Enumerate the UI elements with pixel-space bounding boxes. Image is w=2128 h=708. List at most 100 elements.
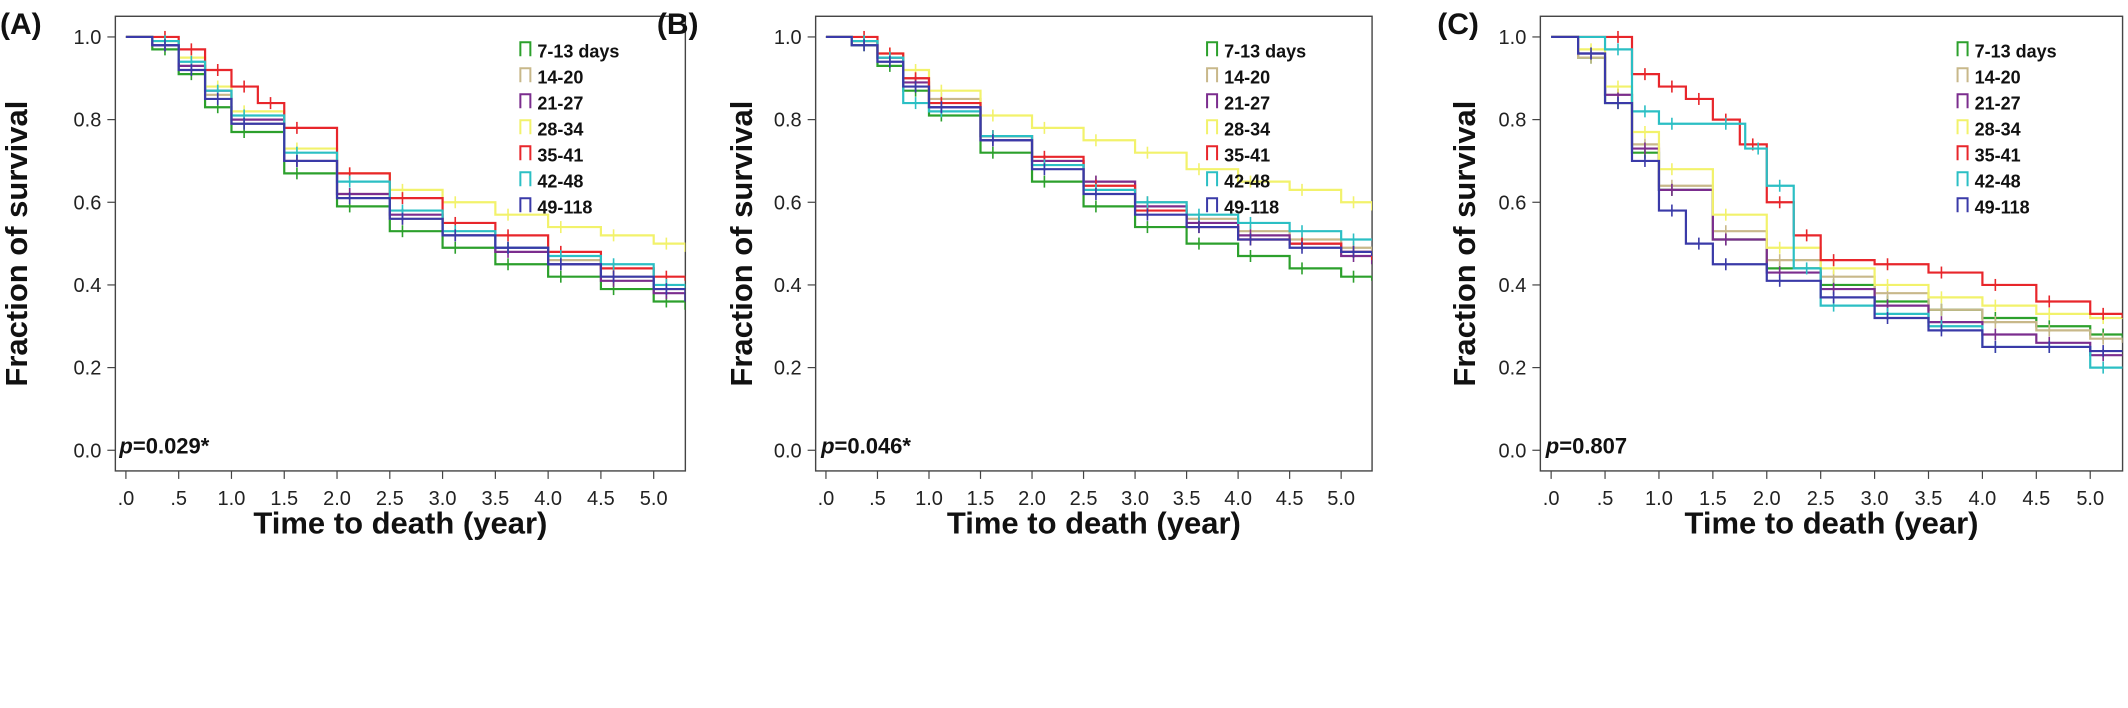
series-line-49-118 [825,35,1373,257]
legend-label: 28-34 [537,119,583,139]
panel-2: (B) 0.0 0.2 0.4 0.6 0.8 1.0 .0 .5 1.0 1.5 2.0 2.5 3.0… [657,8,1373,540]
y-tick-label: 0.8 [774,110,802,132]
legend-swatch [1956,67,1969,83]
legend-label: 49-118 [1224,197,1279,217]
x-tick-label: 4.0 [1969,488,1997,510]
y-tick-label: 0.6 [1499,192,1527,214]
x-tick-label: 4.5 [1276,488,1304,510]
p-value-annotation: p=0.807 [1545,433,1627,458]
y-tick-label: 0.8 [1499,110,1527,132]
series-line-49-118 [1551,35,2123,353]
y-axis-title: Fraction of survival [0,101,34,387]
x-axis-title: Time to death (year) [947,505,1241,540]
panel-3: (C) 0.0 0.2 0.4 0.6 0.8 1.0 .0 .5 1.0 1.5 2.0 2.5 3.0… [1437,8,2124,540]
x-tick-label: 1.0 [915,488,943,510]
legend-swatch [1206,145,1219,161]
legend-label: 28-34 [1224,119,1270,139]
panel-label: (A) [0,8,42,41]
p-value-symbol: p [118,433,132,458]
legend-swatch [1956,197,1969,213]
x-tick-label: .5 [1597,488,1614,510]
legend-label: 49-118 [537,197,592,217]
y-tick-label: 0.8 [74,110,102,132]
legend-label: 35-41 [1975,145,2021,165]
plot-frame [114,15,687,472]
legend-label: 28-34 [1975,119,2021,139]
legend-swatch [519,67,532,83]
legend-label: 42-48 [1224,171,1270,191]
legend-label: 7-13 days [1975,41,2057,61]
legend-label: 14-20 [537,67,583,87]
x-tick-label: 2.5 [1807,488,1835,510]
legend-swatch [519,197,532,213]
x-tick-label: .0 [818,488,835,510]
x-tick-label: .0 [1543,488,1560,510]
x-tick-label: 2.5 [1070,488,1098,510]
y-tick-label: 0.6 [74,192,102,214]
y-tick-label: 0.2 [1499,358,1527,380]
legend-label: 35-41 [1224,145,1270,165]
x-tick-label: 2.5 [376,488,404,510]
panel-label: (C) [1437,8,1479,41]
p-value-symbol: p [820,433,834,458]
plot-frame [814,15,1373,472]
legend-swatch [1956,41,1969,57]
x-tick-label: 3.0 [1861,488,1889,510]
y-tick-label: 0.0 [774,440,802,462]
x-tick-label: .0 [118,488,135,510]
x-tick-label: 1.5 [1699,488,1727,510]
legend-swatch [1206,119,1219,135]
p-value-text: =0.046* [835,433,912,458]
legend-label: 14-20 [1975,67,2021,87]
series-line-42-48 [125,35,686,290]
p-value-text: =0.807 [1559,433,1627,458]
y-tick-label: 0.6 [774,192,802,214]
legend-label: 21-27 [537,93,583,113]
x-tick-label: 5.0 [640,488,668,510]
legend-label: 35-41 [537,145,583,165]
y-tick-label: 1.0 [774,27,802,49]
legend-label: 14-20 [1224,67,1270,87]
legend-label: 42-48 [1975,171,2021,191]
y-tick-label: 0.2 [74,358,102,380]
x-tick-label: 1.5 [270,488,298,510]
legend-swatch [519,119,532,135]
p-value-annotation: p=0.029* [118,433,209,458]
x-tick-label: 3.5 [481,488,509,510]
x-tick-label: 4.5 [587,488,615,510]
x-tick-label: 2.0 [1018,488,1046,510]
x-axis-title: Time to death (year) [253,505,547,540]
x-tick-label: 5.0 [2076,488,2104,510]
x-tick-label: 1.0 [1645,488,1673,510]
x-tick-label: 2.0 [1753,488,1781,510]
y-tick-label: 0.0 [74,440,102,462]
x-tick-label: 3.5 [1915,488,1943,510]
legend-swatch [519,41,532,57]
legend-label: 7-13 days [1224,41,1306,61]
legend-swatch [1956,171,1969,187]
y-tick-label: 1.0 [1499,27,1527,49]
y-tick-label: 0.2 [774,358,802,380]
x-tick-label: 1.5 [967,488,995,510]
legend-swatch [1956,93,1969,109]
p-value-text: =0.029* [133,433,210,458]
y-tick-label: 0.4 [74,275,102,297]
legend-label: 7-13 days [537,41,619,61]
x-tick-label: .5 [170,488,187,510]
p-value-annotation: p=0.046* [820,433,911,458]
y-axis-title: Fraction of survival [1447,101,1482,387]
legend-swatch [1206,171,1219,187]
legend-swatch [519,145,532,161]
y-tick-label: 0.0 [1499,440,1527,462]
legend-swatch [1956,119,1969,135]
legend-label: 42-48 [537,171,583,191]
legend-swatch [1206,67,1219,83]
x-tick-label: 3.0 [1121,488,1149,510]
y-axis-title: Fraction of survival [724,101,759,387]
legend-swatch [519,171,532,187]
y-tick-label: 1.0 [74,27,102,49]
legend-label: 49-118 [1975,197,2030,217]
legend-swatch [1206,41,1219,57]
plot-frame [1539,15,2124,472]
